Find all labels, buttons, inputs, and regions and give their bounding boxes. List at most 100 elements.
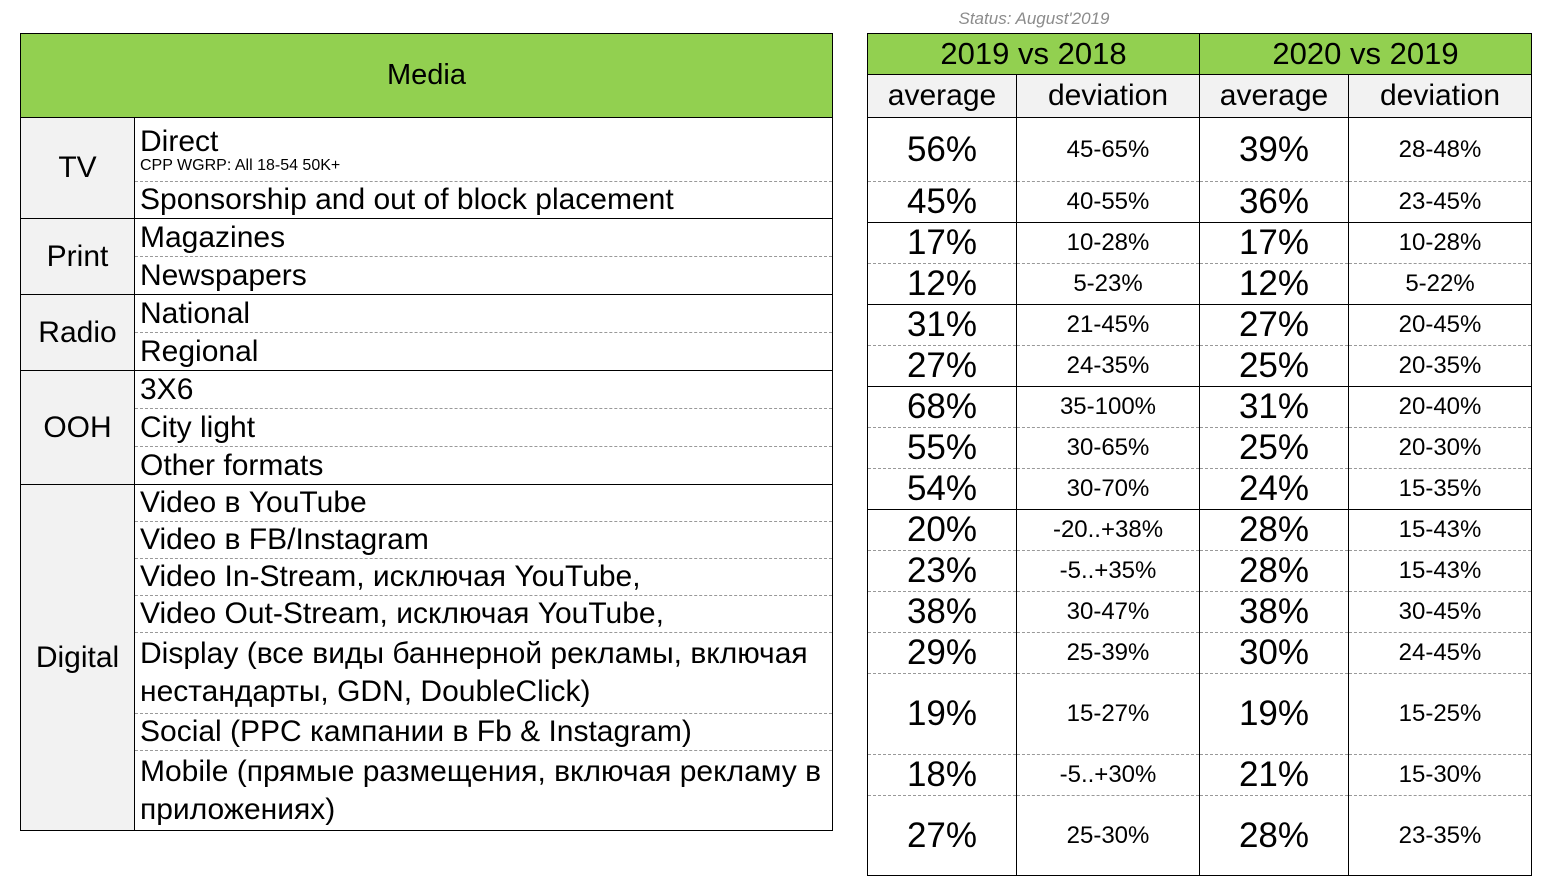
deviation-2019-cell: 30-70% <box>1016 468 1200 510</box>
average-2020-cell: 19% <box>1199 673 1349 755</box>
deviation-2020-cell: 15-25% <box>1348 673 1532 755</box>
average-2020-cell: 25% <box>1199 345 1349 387</box>
status-label: Status: August'2019 <box>958 9 1110 28</box>
deviation-2020-cell: 23-45% <box>1348 181 1532 223</box>
media-item-label: Video In-Stream, исключая YouTube, <box>140 560 641 593</box>
deviation-2020-cell: 5-22% <box>1348 263 1532 305</box>
average-2020-cell: 39% <box>1199 117 1349 182</box>
average-2019-cell: 38% <box>867 591 1017 633</box>
media-row: Video In-Stream, исключая YouTube, <box>21 558 833 596</box>
media-row: Radio National <box>20 294 833 371</box>
deviation-header: deviation <box>1016 74 1200 118</box>
metrics-row: 20% -20..+38% 28% 15-43% <box>867 509 1532 551</box>
deviation-2020-cell: 24-45% <box>1348 632 1532 674</box>
average-2019-cell: 45% <box>867 181 1017 223</box>
average-2020-cell: 27% <box>1199 304 1349 346</box>
media-item-label: Magazines <box>140 220 286 254</box>
media-header: Media <box>20 33 833 118</box>
media-row: Print Magazines <box>20 218 833 295</box>
metrics-row: 27% 25-30% 28% 23-35% <box>867 795 1532 876</box>
group-label: Print <box>20 218 135 295</box>
media-item-label: Other formats <box>140 448 324 482</box>
deviation-2019-cell: 25-30% <box>1016 795 1200 876</box>
media-item-sublabel: CPP WGRP: All 18-54 50K+ <box>140 156 341 174</box>
average-2019-cell: 27% <box>867 345 1017 387</box>
deviation-header: deviation <box>1348 74 1532 118</box>
group-label: Radio <box>20 294 135 371</box>
media-row: Other formats <box>21 446 833 485</box>
average-2020-cell: 28% <box>1199 550 1349 592</box>
average-2019-cell: 20% <box>867 509 1017 551</box>
metrics-row: 23% -5..+35% 28% 15-43% <box>867 550 1532 592</box>
media-row: Display (все виды баннерной рекламы, вкл… <box>21 632 833 714</box>
average-2020-cell: 24% <box>1199 468 1349 510</box>
media-item-cell: Regional <box>134 332 833 371</box>
media-row: City light <box>21 408 833 447</box>
group-label: Digital <box>20 484 135 831</box>
metrics-row: 27% 24-35% 25% 20-35% <box>867 345 1532 387</box>
deviation-2020-cell: 15-43% <box>1348 509 1532 551</box>
media-item-cell: Video In-Stream, исключая YouTube, <box>134 558 833 596</box>
average-2019-cell: 54% <box>867 468 1017 510</box>
metrics-row: 18% -5..+30% 21% 15-30% <box>867 754 1532 796</box>
media-item-label: 3X6 <box>140 372 194 406</box>
media-item-cell: City light <box>134 408 833 447</box>
average-2019-cell: 55% <box>867 427 1017 469</box>
media-item-cell: Mobile (прямые размещения, включая рекла… <box>134 750 833 831</box>
deviation-2019-cell: 21-45% <box>1016 304 1200 346</box>
media-row: Newspapers <box>21 256 833 295</box>
metrics-row: 45% 40-55% 36% 23-45% <box>867 181 1532 223</box>
media-row: Regional <box>21 332 833 371</box>
media-item-label: Sponsorship and out of block placement <box>140 183 674 216</box>
media-item-label: Mobile (прямые размещения, включая рекла… <box>140 754 822 826</box>
media-item-cell: Video Out-Stream, исключая YouTube, <box>134 595 833 633</box>
average-2019-cell: 29% <box>867 632 1017 674</box>
media-table: Media TV Direct CPP WGRP: All 18-54 50K+ Sp… <box>20 33 833 831</box>
media-item-label: Display (все виды баннерной рекламы, вкл… <box>140 637 808 708</box>
deviation-2020-cell: 20-40% <box>1348 386 1532 428</box>
deviation-2020-cell: 28-48% <box>1348 117 1532 182</box>
metrics-row: 31% 21-45% 27% 20-45% <box>867 304 1532 346</box>
media-item-cell: Direct CPP WGRP: All 18-54 50K+ <box>134 117 833 182</box>
average-2019-cell: 18% <box>867 754 1017 796</box>
metrics-row: 56% 45-65% 39% 28-48% <box>867 117 1532 182</box>
period-header-2019: 2019 vs 2018 <box>867 33 1200 75</box>
media-row: Mobile (прямые размещения, включая рекла… <box>21 750 833 831</box>
deviation-2019-cell: 5-23% <box>1016 263 1200 305</box>
media-row: Sponsorship and out of block placement <box>21 181 833 219</box>
average-2020-cell: 28% <box>1199 509 1349 551</box>
period-header-2020: 2020 vs 2019 <box>1199 33 1532 75</box>
metrics-row: 38% 30-47% 38% 30-45% <box>867 591 1532 633</box>
media-row: Video в FB/Instagram <box>21 521 833 559</box>
metrics-table: 2019 vs 2018 2020 vs 2019 average deviat… <box>867 33 1532 876</box>
deviation-2019-cell: -5..+35% <box>1016 550 1200 592</box>
deviation-2019-cell: 30-47% <box>1016 591 1200 633</box>
group-label: TV <box>20 117 135 219</box>
metrics-row: 29% 25-39% 30% 24-45% <box>867 632 1532 674</box>
media-item-label: Social (PPC кампании в Fb & Instagram) <box>140 715 692 748</box>
metrics-row: 19% 15-27% 19% 15-25% <box>867 673 1532 755</box>
average-2019-cell: 31% <box>867 304 1017 346</box>
media-row: Video Out-Stream, исключая YouTube, <box>21 595 833 633</box>
deviation-2019-cell: 24-35% <box>1016 345 1200 387</box>
deviation-2020-cell: 15-43% <box>1348 550 1532 592</box>
media-item-cell: Sponsorship and out of block placement <box>134 181 833 219</box>
media-row: Social (PPC кампании в Fb & Instagram) <box>21 713 833 751</box>
media-item-label: Regional <box>140 334 259 368</box>
deviation-2019-cell: 25-39% <box>1016 632 1200 674</box>
media-item-cell: Newspapers <box>134 256 833 295</box>
media-item-label: Video Out-Stream, исключая YouTube, <box>140 597 664 630</box>
average-2020-cell: 25% <box>1199 427 1349 469</box>
average-2019-cell: 27% <box>867 795 1017 876</box>
media-row: OOH 3X6 <box>20 370 833 485</box>
metrics-row: 17% 10-28% 17% 10-28% <box>867 222 1532 264</box>
average-header: average <box>867 74 1017 118</box>
deviation-2019-cell: 35-100% <box>1016 386 1200 428</box>
average-2020-cell: 21% <box>1199 754 1349 796</box>
media-item-cell: Display (все виды баннерной рекламы, вкл… <box>134 632 833 714</box>
metrics-row: 55% 30-65% 25% 20-30% <box>867 427 1532 469</box>
metrics-row: 54% 30-70% 24% 15-35% <box>867 468 1532 510</box>
media-item-label: National <box>140 296 251 330</box>
deviation-2020-cell: 15-30% <box>1348 754 1532 796</box>
media-item-cell: Video в FB/Instagram <box>134 521 833 559</box>
